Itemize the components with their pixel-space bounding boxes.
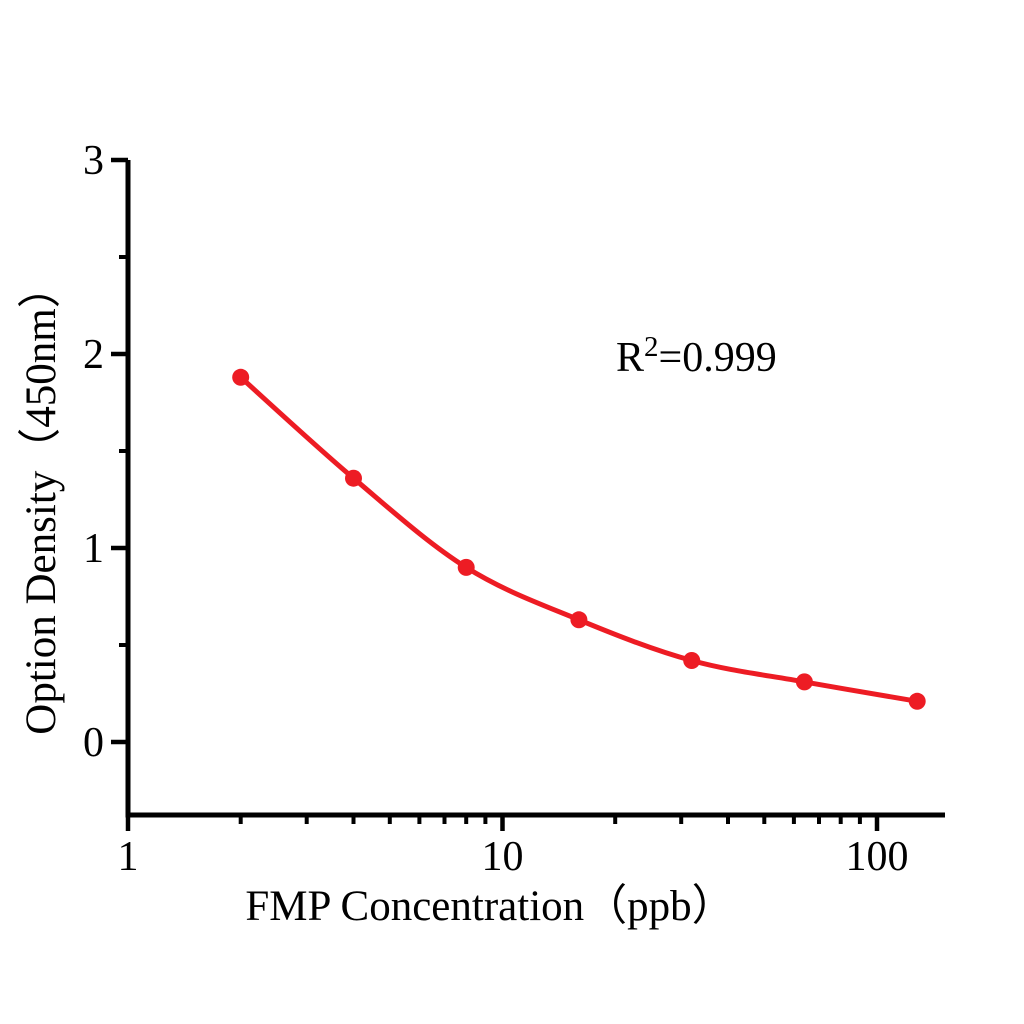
y-axis-title: Option Density（450nm） xyxy=(18,265,65,734)
x-tick-label: 10 xyxy=(482,834,524,880)
y-tick-label: 0 xyxy=(83,720,104,766)
axes-group: 0 1 2 3 1 10 100 xyxy=(83,138,945,880)
data-point-marker xyxy=(683,652,701,669)
x-tick-label: 100 xyxy=(846,834,909,880)
y-tick-label: 2 xyxy=(83,332,104,378)
data-points-group xyxy=(232,368,926,710)
x-tick-label: 1 xyxy=(118,834,139,880)
data-point-marker xyxy=(345,469,362,487)
data-point-marker xyxy=(232,368,250,386)
r-squared-annotation: R2=0.999 xyxy=(616,331,777,381)
y-tick-label: 3 xyxy=(83,138,104,184)
y-tick-label: 1 xyxy=(83,526,104,572)
data-point-marker xyxy=(908,692,926,710)
data-point-marker xyxy=(457,558,475,576)
r-squared-exponent: 2 xyxy=(644,331,659,363)
data-point-marker xyxy=(795,673,813,691)
r-squared-prefix: R xyxy=(616,335,644,381)
data-point-marker xyxy=(570,611,588,629)
r-squared-value: =0.999 xyxy=(659,335,777,381)
fit-curve xyxy=(238,374,920,704)
x-axis-title: FMP Concentration（ppb） xyxy=(245,883,734,930)
